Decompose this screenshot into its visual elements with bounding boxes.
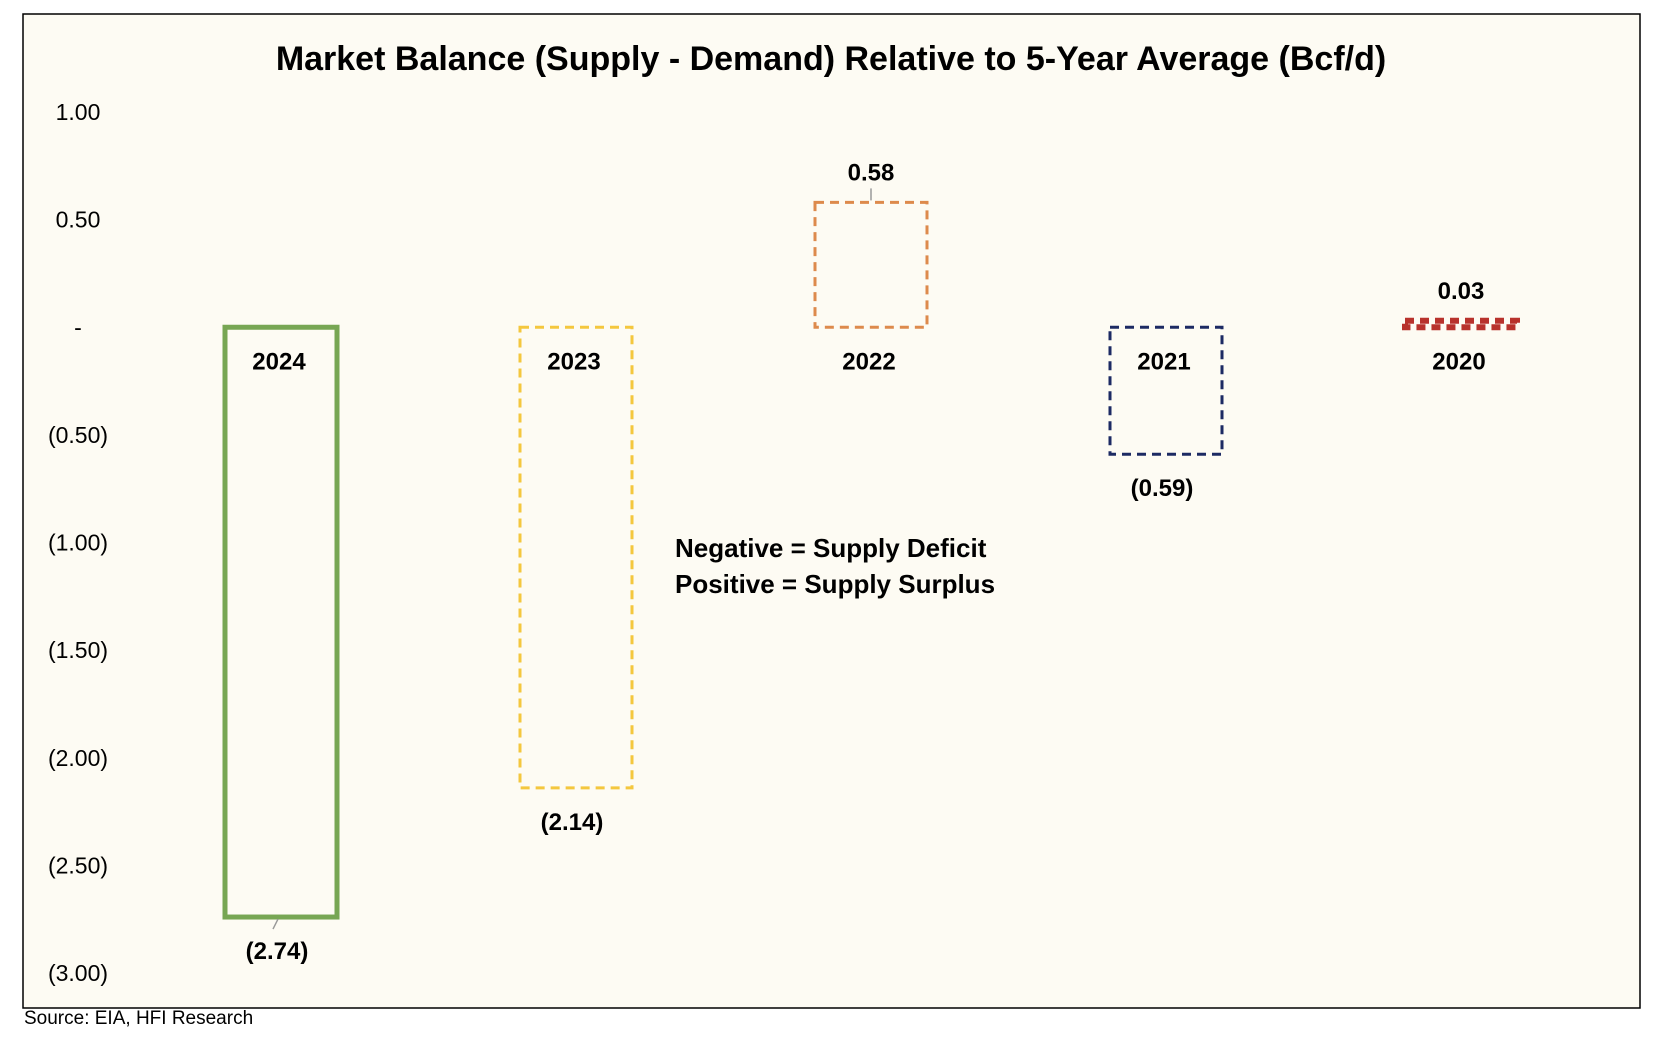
bar: [813, 200, 929, 329]
data-label: (2.74): [246, 938, 309, 965]
category-label: 2023: [547, 348, 600, 375]
y-tick-label: 0.50: [56, 207, 101, 233]
annotation-line: Negative = Supply Deficit: [675, 533, 987, 563]
data-label: 0.03: [1438, 278, 1485, 305]
y-tick-label: (1.00): [48, 530, 108, 556]
y-tick-label: 1.00: [56, 99, 101, 125]
source-note: Source: EIA, HFI Research: [24, 1008, 254, 1029]
category-label: 2021: [1137, 348, 1190, 375]
y-tick-label: (1.50): [48, 637, 108, 663]
y-tick-label: -: [74, 314, 82, 340]
category-label: 2022: [842, 348, 895, 375]
annotation-line: Positive = Supply Surplus: [675, 569, 995, 599]
annotation-note: Negative = Supply Deficit Positive = Supp…: [675, 533, 995, 599]
y-tick-label: (3.00): [48, 960, 108, 986]
y-tick-label: (2.00): [48, 745, 108, 771]
bar: [222, 324, 340, 920]
bars: 2024 (2.74) 2023 (2.14) 2022 0.58 2021 (0.59) 20…: [222, 159, 1520, 965]
data-label: (2.14): [541, 809, 604, 836]
y-axis: 1.00 0.50 - (0.50) (1.00) (1.50) (2.00) (2.50) (…: [48, 99, 108, 986]
data-label: 0.58: [848, 159, 895, 186]
label-leader-line: [272, 918, 279, 930]
category-label: 2020: [1432, 348, 1485, 375]
data-label: (0.59): [1131, 475, 1194, 502]
category-label: 2024: [252, 348, 306, 375]
chart-title: Market Balance (Supply - Demand) Relativ…: [276, 40, 1386, 78]
bar: [1402, 317, 1520, 331]
y-tick-label: (0.50): [48, 422, 108, 448]
y-tick-label: (2.50): [48, 852, 108, 878]
chart-background: [22, 13, 1641, 1009]
